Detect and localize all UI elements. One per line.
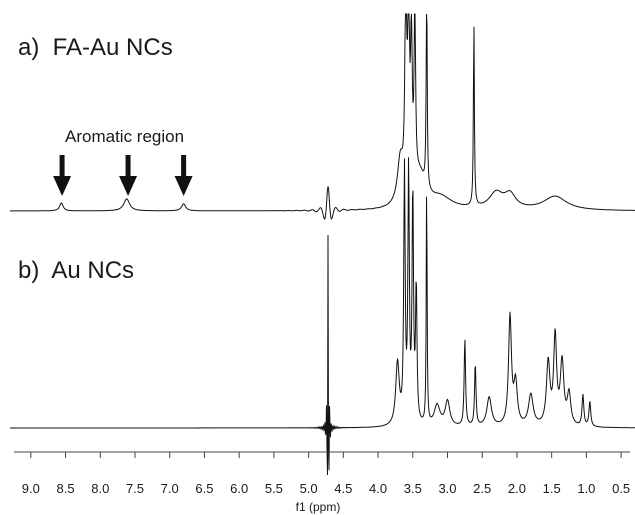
down-arrow-icon [119, 155, 138, 196]
panel-label-b: b) Au NCs [18, 257, 134, 284]
x-tick-label: 7.0 [161, 481, 179, 496]
aromatic-region-annotation: Aromatic region [65, 127, 184, 146]
x-axis-ticks: 9.0 8.5 8.0 7.5 7.0 6.5 6.0 5.5 5.0 4.5 4.0 3.5 3.0 2… [22, 452, 630, 496]
x-axis-title: f1 (ppm) [296, 500, 341, 514]
x-tick-label: 9.0 [22, 481, 40, 496]
x-tick-label: 8.5 [57, 481, 75, 496]
x-tick-label: 6.5 [195, 481, 213, 496]
x-tick-label: 3.5 [404, 481, 422, 496]
panel-label-a: a) FA-Au NCs [18, 34, 173, 61]
x-tick-label: 8.0 [91, 481, 109, 496]
spectrum-line-1 [10, 157, 635, 476]
x-tick-label: 5.0 [300, 481, 318, 496]
x-tick-label: 1.0 [577, 481, 595, 496]
x-tick-label: 4.5 [334, 481, 352, 496]
x-tick-label: 3.0 [438, 481, 456, 496]
spectrum-line-0 [10, 13, 635, 220]
x-tick-label: 7.5 [126, 481, 144, 496]
aromatic-arrows [53, 155, 193, 196]
spectra-layer [10, 13, 635, 476]
x-tick-label: 5.5 [265, 481, 283, 496]
x-tick-label: 4.0 [369, 481, 387, 496]
x-tick-label: 6.0 [230, 481, 248, 496]
x-tick-label: 0.5 [612, 481, 630, 496]
down-arrow-icon [174, 155, 193, 196]
x-tick-label: 2.5 [473, 481, 491, 496]
x-tick-label: 1.5 [543, 481, 561, 496]
down-arrow-icon [53, 155, 72, 196]
x-tick-label: 2.0 [508, 481, 526, 496]
